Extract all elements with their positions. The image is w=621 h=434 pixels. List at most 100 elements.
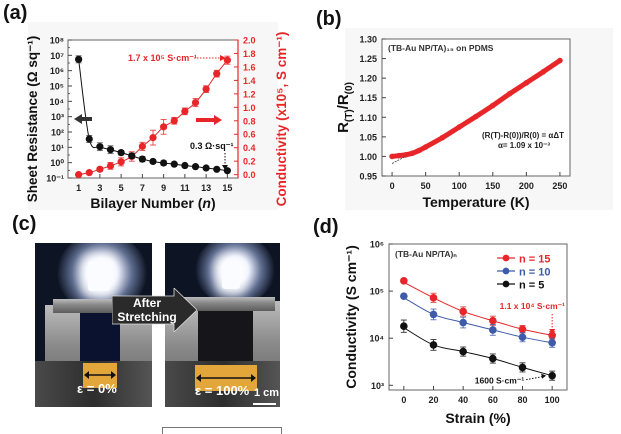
y-tick-label: 10⁶	[370, 240, 384, 250]
sheet-resistance-point	[149, 157, 157, 166]
series-n10-point	[518, 333, 527, 341]
resistance-ratio-point	[506, 91, 513, 97]
y-left-tick-label: 10⁶	[50, 66, 64, 76]
sheet-resistance-point	[213, 165, 221, 173]
y-left-tick-label: 10⁸	[50, 36, 64, 46]
series-n10-point	[400, 292, 408, 300]
x-tick-label: 80	[517, 395, 527, 405]
conductivity-point	[96, 165, 104, 173]
right-arrow-icon	[112, 288, 197, 332]
conductivity-point	[191, 99, 200, 107]
x-tick-label: 200	[519, 181, 534, 191]
right-axis-arrow-icon	[196, 115, 222, 125]
sheet-resistance-point	[96, 143, 104, 151]
linear-fit-line	[391, 156, 406, 164]
x-tick-label: 100	[545, 395, 560, 405]
panel-label-c: (c)	[12, 213, 37, 235]
after-stretching-label: After Stretching	[112, 296, 182, 324]
chart-b-title: (TB-Au NP/TA)₁₅ on PDMS	[388, 43, 494, 53]
y-axis-label: Conductivity (S cm⁻¹)	[343, 245, 359, 389]
y-tick-label: 1.20	[359, 74, 377, 84]
sheet-resistance-point	[202, 164, 210, 172]
series-n5-point	[489, 354, 497, 363]
conductivity-point	[75, 171, 83, 179]
y-tick-label: 10³	[371, 381, 384, 391]
series-n15-point	[400, 277, 408, 285]
legend-marker-series-n10	[502, 267, 510, 275]
sheet-resistance-point	[160, 159, 168, 167]
resistance-ratio-point	[473, 113, 479, 120]
x-tick-label: 15	[222, 183, 232, 193]
x-tick-label: 3	[97, 183, 102, 193]
annotation-arrowhead	[549, 329, 556, 334]
stretching-label: Stretching	[117, 310, 177, 324]
y-tick-label: 1.25	[359, 54, 377, 64]
series-n10-point	[429, 310, 438, 319]
left-axis-arrow-icon	[74, 114, 92, 124]
conductivity-point	[213, 70, 221, 78]
resistance-ratio-point	[489, 102, 496, 109]
series-n15-point	[489, 316, 497, 325]
annotation-arrowhead	[222, 165, 228, 170]
resistance-ratio-point	[409, 150, 416, 157]
sheet-resistance-point	[106, 146, 115, 154]
x-tick-label: 150	[485, 181, 500, 191]
annotation-n5-conductivity: 1600 S·cm⁻¹	[475, 376, 525, 386]
series-n15-point	[459, 307, 467, 316]
series-n10-point	[548, 338, 556, 347]
clamp-top	[175, 297, 275, 311]
conductivity-point	[117, 158, 125, 166]
legend-marker-series-n15	[502, 254, 510, 262]
x-tick-label: 20	[428, 395, 438, 405]
y-right-tick-label: 0.4	[243, 143, 256, 153]
sheet-resistance-point	[117, 149, 125, 157]
resistance-ratio-point	[416, 147, 422, 154]
panel-label-b: (b)	[316, 8, 342, 30]
y-left-tick-label: 10⁷	[50, 51, 64, 61]
y-right-tick-label: 1.0	[243, 103, 256, 113]
conductivity-point	[181, 107, 189, 115]
x-tick-label: 100	[452, 181, 467, 191]
series-n10-point	[489, 326, 497, 334]
conductivity-point	[202, 85, 210, 93]
y-tick-label: 1.15	[359, 93, 377, 103]
resistance-ratio-point	[422, 144, 429, 150]
y-left-tick-label: 10³	[51, 112, 64, 122]
after-stretching-arrow: After Stretching	[112, 288, 197, 332]
chart-b-resistance-temperature: 0.95 1.00 1.05 1.10 1.15 1.20 1.25 1.30 0 50 100 15…	[335, 35, 571, 210]
resistance-ratio-point	[557, 57, 563, 64]
y-right-axis-label: Conductivity (x10⁵, S cm⁻¹)	[274, 32, 289, 207]
scale-bar	[253, 403, 276, 405]
sheet-resistance-point	[191, 163, 200, 171]
x-axis-label: Bilayer Number (n)	[90, 195, 215, 211]
conductivity-point	[106, 162, 115, 170]
annotation-max-conductivity: 1.7 x 10⁵ S·cm⁻¹	[128, 53, 197, 63]
resistance-ratio-point	[523, 80, 530, 86]
legend-label-series-n5: n = 5	[519, 280, 544, 292]
series-n5-point	[429, 341, 438, 349]
y-left-tick-label: 10⁴	[50, 97, 64, 107]
x-tick-label: 1	[76, 183, 81, 193]
conductivity-point	[170, 117, 178, 125]
x-tick-label: 7	[140, 183, 145, 193]
y-tick-label: 10⁵	[370, 287, 384, 297]
x-tick-label: 60	[488, 395, 498, 405]
series-n5-point	[548, 371, 556, 380]
x-tick-label: 13	[201, 183, 211, 193]
conductivity-point	[85, 169, 93, 177]
plot-frame	[67, 39, 239, 179]
legend-label-series-n10: n = 10	[519, 267, 551, 279]
y-left-tick-label: 10⁵	[50, 82, 64, 92]
strain-label-100: ε = 100%	[195, 383, 250, 398]
y-right-tick-label: 1.8	[243, 49, 256, 59]
y-left-tick-label: 10¹	[51, 143, 64, 153]
legend-marker-series-n5	[502, 280, 510, 288]
sheet-resistance-point	[181, 161, 189, 170]
strain-label-0: ε = 0%	[77, 381, 117, 396]
y-right-tick-label: 1.2	[243, 89, 256, 99]
y-tick-label: 1.05	[359, 132, 377, 142]
after-label: After	[132, 296, 161, 310]
y-right-tick-label: 0.8	[243, 116, 256, 126]
resistance-ratio-point	[456, 124, 463, 130]
conductivity-point	[149, 134, 157, 142]
